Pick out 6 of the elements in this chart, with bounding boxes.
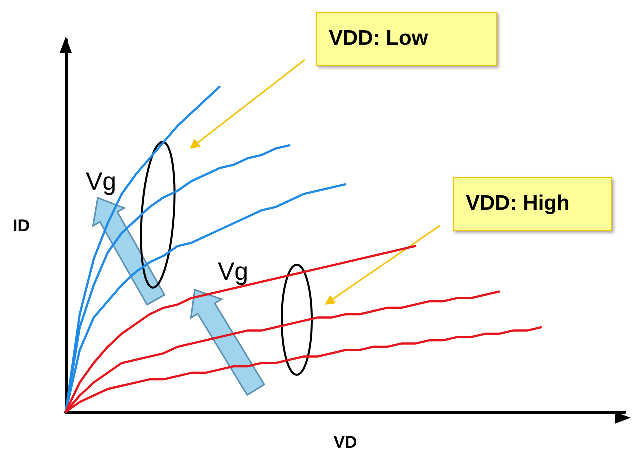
y-axis-title: ID	[13, 216, 30, 236]
annotation: Vg	[86, 168, 117, 197]
annotation: VDD: High	[453, 177, 612, 231]
x-axis-title: VD	[334, 433, 358, 452]
text: VDD: Low	[316, 12, 497, 66]
annotation: Vg	[218, 258, 249, 287]
